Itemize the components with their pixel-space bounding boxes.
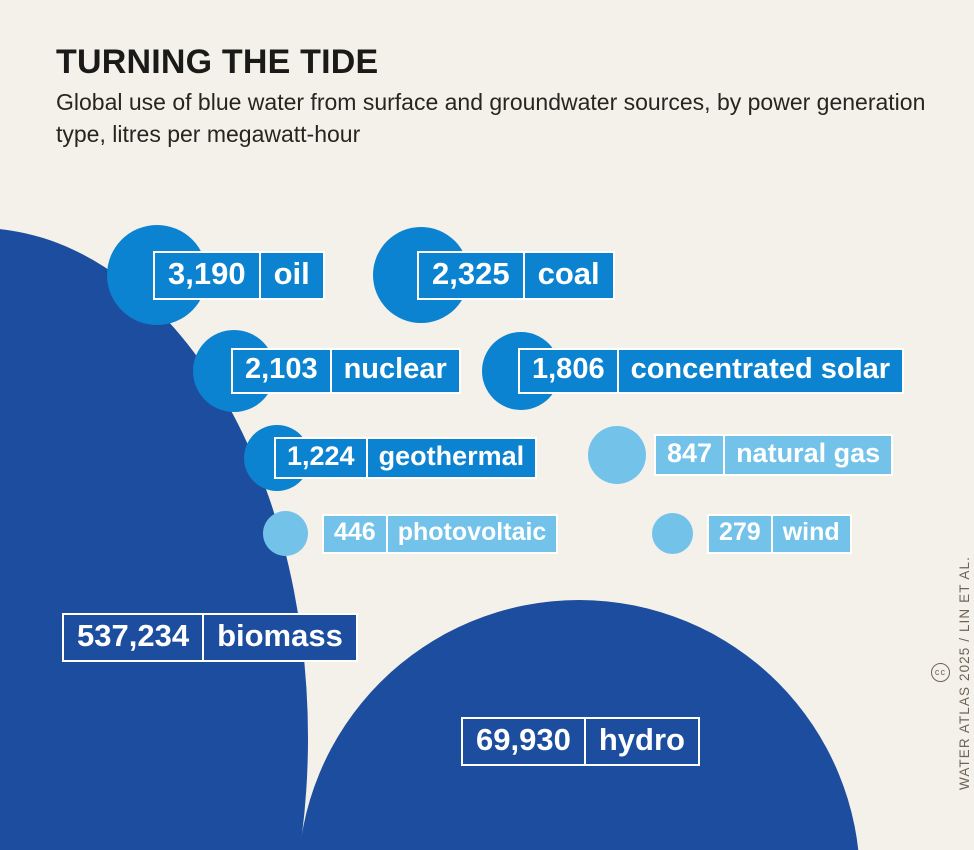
name-oil: oil	[273, 255, 310, 291]
value-hydro: 69,930	[463, 719, 586, 764]
name-photovoltaic: photovoltaic	[397, 517, 547, 546]
page-subtitle: Global use of blue water from surface an…	[56, 89, 926, 148]
data-item-nuclear: 2,103 nuclear	[193, 330, 461, 412]
page-title: TURNING THE TIDE	[56, 43, 379, 81]
label-tag-natural-gas: 847 natural gas	[654, 434, 894, 476]
label-tag-biomass: 537,234 biomass	[62, 613, 358, 662]
data-item-concentrated-solar: 1,806 concentrated solar	[482, 332, 905, 410]
label-tag-nuclear: 2,103 nuclear	[231, 348, 461, 394]
attribution-text: WATER ATLAS 2025 / LIN ET AL.	[957, 556, 972, 790]
name-concentrated-solar: concentrated solar	[630, 353, 891, 385]
header: TURNING THE TIDE Global use of blue wate…	[56, 43, 936, 151]
value-wind: 279	[709, 515, 773, 552]
bubble-natural-gas	[588, 426, 646, 484]
bubble-photovoltaic	[263, 511, 308, 556]
value-coal: 2,325	[419, 252, 525, 298]
label-tag-coal: 2,325 coal	[417, 250, 615, 300]
data-item-natural-gas: 847 natural gas	[588, 426, 894, 484]
name-coal: coal	[537, 255, 600, 291]
label-tag-concentrated-solar: 1,806 concentrated solar	[518, 348, 905, 394]
attribution: cc WATER ATLAS 2025 / LIN ET AL.	[931, 556, 972, 790]
label-tag-wind: 279 wind	[707, 513, 852, 554]
value-photovoltaic: 446	[324, 515, 388, 552]
value-oil: 3,190	[155, 252, 261, 298]
name-geothermal: geothermal	[378, 441, 525, 471]
value-concentrated-solar: 1,806	[520, 350, 619, 392]
data-item-geothermal: 1,224 geothermal	[244, 425, 538, 491]
label-tag-hydro: 69,930 hydro	[461, 717, 700, 766]
value-nuclear: 2,103	[233, 350, 332, 392]
bubble-wind	[652, 513, 693, 554]
value-natural-gas: 847	[656, 436, 726, 474]
value-biomass: 537,234	[64, 615, 205, 660]
value-geothermal: 1,224	[276, 439, 368, 477]
data-item-oil: 3,190 oil	[107, 225, 325, 325]
name-wind: wind	[782, 517, 840, 546]
name-hydro: hydro	[598, 722, 685, 757]
name-natural-gas: natural gas	[736, 438, 881, 468]
creative-commons-icon: cc	[931, 663, 950, 683]
data-item-coal: 2,325 coal	[373, 227, 615, 323]
data-item-wind: 279 wind	[652, 513, 852, 554]
label-tag-oil: 3,190 oil	[153, 250, 325, 300]
name-nuclear: nuclear	[343, 353, 447, 385]
data-item-biomass: 537,234 biomass	[62, 613, 358, 662]
name-biomass: biomass	[217, 618, 343, 653]
data-item-hydro: 69,930 hydro	[461, 717, 700, 766]
label-tag-photovoltaic: 446 photovoltaic	[322, 513, 559, 554]
data-item-photovoltaic: 446 photovoltaic	[263, 511, 559, 556]
label-tag-geothermal: 1,224 geothermal	[274, 437, 538, 479]
